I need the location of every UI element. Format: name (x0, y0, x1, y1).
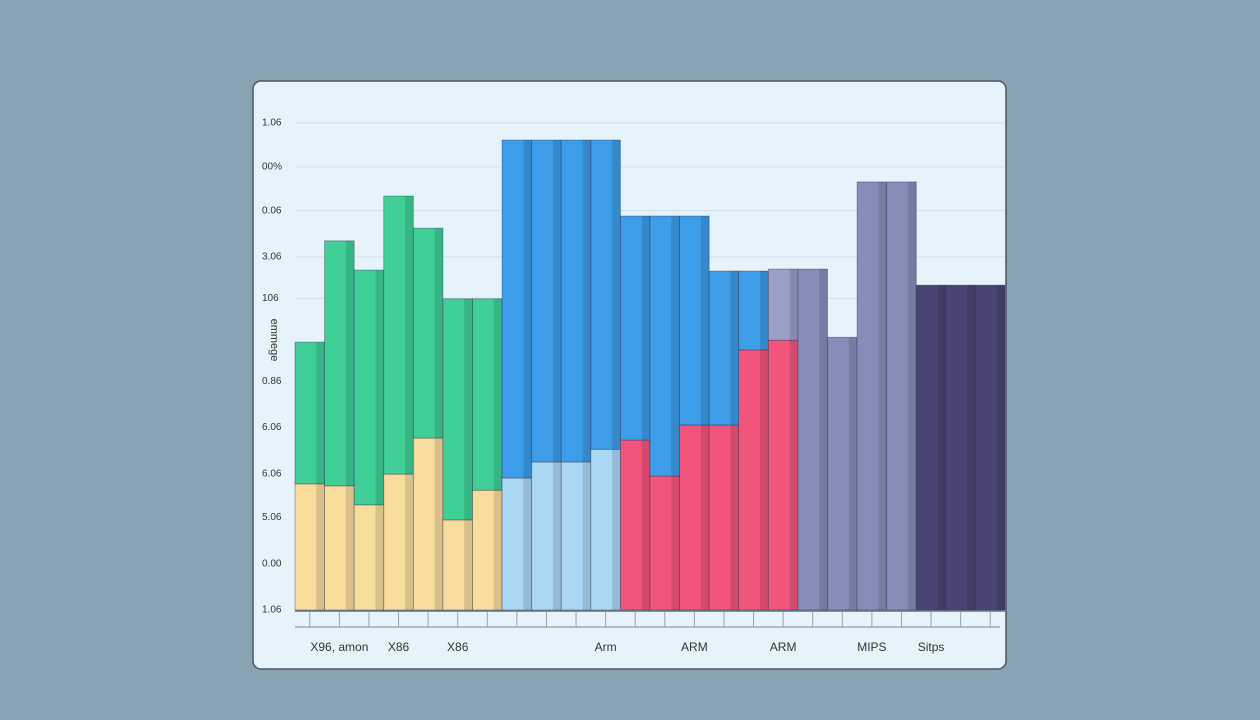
bar-shade (345, 240, 355, 486)
bar-shade (612, 449, 621, 610)
bar-segment (915, 284, 947, 611)
bar-shade (671, 216, 680, 477)
bar-segment (560, 461, 592, 611)
bar-shade (434, 438, 443, 610)
bar-segment (560, 139, 592, 463)
bar-segment (531, 461, 562, 611)
bar-shade (316, 342, 325, 484)
bar-segment (501, 477, 533, 611)
bar-shade (760, 271, 769, 350)
bar-shade (878, 181, 887, 610)
bar-segment (620, 439, 651, 611)
bar-shade (789, 340, 798, 610)
bar-shade (375, 270, 384, 505)
y-axis-label: emmege (268, 319, 280, 362)
x-tick-label: X86 (447, 640, 469, 654)
bar-shade (464, 519, 473, 610)
bar-segment (590, 448, 621, 611)
bar-segment (708, 424, 740, 611)
bar-segment (738, 349, 769, 611)
bar-shade (730, 271, 739, 425)
y-tick-label: 1.06 (262, 605, 282, 616)
bar-shade (405, 196, 414, 475)
bar-segment (472, 489, 503, 611)
bar-segment (975, 284, 1006, 611)
bar-segment (767, 339, 799, 611)
y-tick-label: 5.06 (262, 512, 282, 523)
bar-segment (324, 240, 355, 487)
bar-shade (967, 285, 976, 610)
bar-shade (523, 478, 532, 610)
bar-shade (434, 228, 443, 439)
y-tick-label: 6.06 (262, 422, 282, 433)
bar-segment (294, 341, 325, 485)
bar-shade (612, 140, 621, 450)
bar-shade (641, 216, 650, 441)
bar-shade (848, 337, 858, 610)
y-tick-label: 106 (262, 293, 279, 304)
bar-segment (767, 268, 799, 341)
x-tick-label: X86 (388, 640, 410, 654)
x-tick-label: MIPS (857, 640, 886, 654)
y-tick-label: 3.06 (262, 252, 282, 263)
bar-shade (582, 461, 591, 610)
bar-shade (345, 485, 355, 610)
x-tick-label: X96, amon (310, 640, 368, 654)
bar-shade (523, 140, 532, 479)
bar-segment (827, 336, 858, 611)
bar-shade (700, 216, 710, 425)
bar-shade (907, 181, 917, 610)
bar-segment (442, 298, 473, 521)
bar-segment (886, 181, 917, 611)
bar-segment (738, 270, 769, 351)
bar-shade (316, 483, 325, 610)
bar-segment (590, 139, 621, 450)
bar-shade (937, 285, 946, 610)
bar-segment (383, 195, 414, 475)
bar-segment (856, 181, 888, 611)
bar-shade (552, 140, 562, 462)
bar-shade (493, 298, 503, 491)
bar-shade (405, 474, 414, 610)
bar-shade (700, 424, 710, 610)
y-tick-label: 0.00 (262, 558, 282, 569)
bar-segment (679, 424, 710, 611)
bar-shade (789, 269, 798, 341)
x-tick-label: ARM (681, 640, 708, 654)
y-tick-label: 0.06 (262, 205, 282, 216)
bar-segment (472, 298, 503, 491)
bar-shade (641, 440, 650, 610)
bar-segment (679, 215, 710, 426)
y-tick-label: 6.06 (262, 468, 282, 479)
bar-segment (945, 284, 976, 611)
bar-shade (730, 424, 739, 610)
bar-segment (797, 268, 828, 611)
y-tick-label: 0.86 (262, 376, 282, 387)
bar-segment (531, 139, 562, 463)
bar-segment (649, 475, 680, 611)
y-tick-label: 00% (262, 161, 282, 172)
x-tick-label: Arm (595, 640, 617, 654)
bar-shade (996, 285, 1005, 610)
x-tick-label: ARM (770, 640, 797, 654)
bar-segment (649, 215, 680, 477)
bar-shade (552, 461, 562, 610)
bar-shade (671, 476, 680, 610)
bar-segment (620, 215, 651, 441)
bar-segment (501, 139, 533, 479)
bar-shade (375, 504, 384, 610)
bar-shade (819, 269, 828, 610)
bar-shade (582, 140, 591, 462)
x-tick-label: Sitps (918, 640, 945, 654)
bar-shade (464, 298, 473, 520)
bar-shade (760, 349, 769, 610)
bar-shade (493, 490, 503, 610)
y-tick-label: 1.06 (262, 118, 282, 129)
bar-segment (412, 227, 444, 439)
bar-segment (353, 269, 385, 506)
